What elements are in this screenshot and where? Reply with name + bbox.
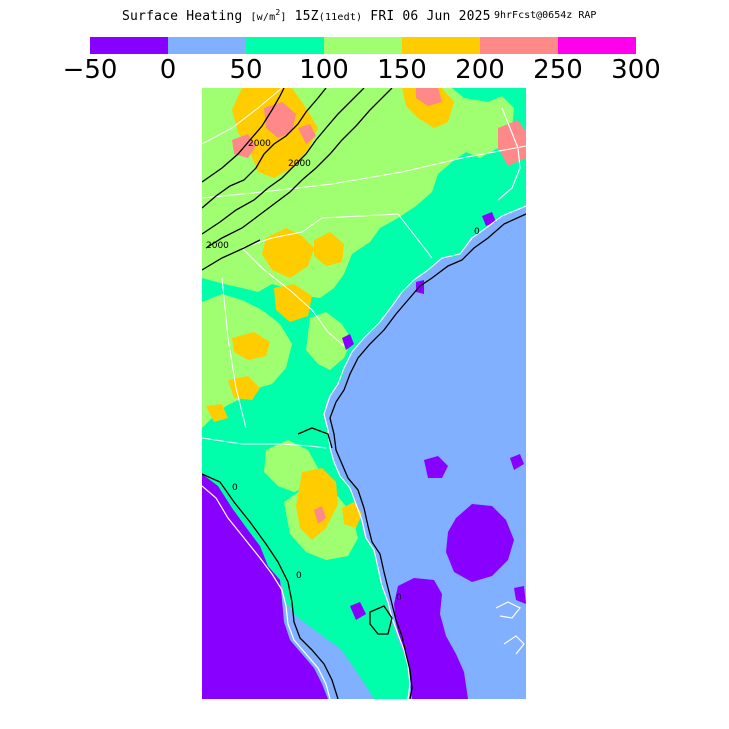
- field-unit: [w/m2]: [250, 8, 287, 23]
- contour-2000-d: [202, 88, 285, 183]
- color-scale-tick-label: 50: [229, 55, 263, 85]
- color-scale-ticks: −50 0 50 100 150 200 250 300: [0, 57, 729, 85]
- heating-zone-nw: [206, 404, 228, 422]
- contour-2000-b: [202, 88, 365, 235]
- color-scale-tick-label: 0: [159, 55, 177, 85]
- contour-label: 2000: [248, 139, 271, 149]
- cool-zone-cell-4: [342, 334, 354, 350]
- color-scale-segment: [324, 37, 402, 54]
- contour-label: 0: [296, 571, 302, 581]
- state-borders: [202, 88, 526, 449]
- heating-zone-nfl: [296, 468, 338, 540]
- bahamas-outline-2: [503, 635, 525, 655]
- cool-zone-cell-3: [350, 602, 366, 620]
- forecast-info: 9hrFcst@0654z RAP: [494, 10, 596, 21]
- valid-time: 15Z: [294, 9, 319, 24]
- heating-zone-central: [306, 312, 352, 370]
- contour-2000-c: [205, 88, 393, 249]
- surface-heating-map: 2000 2000 2000 0 0 0 0: [202, 88, 526, 699]
- heating-zone-georgia: [232, 332, 270, 360]
- color-scale-tick-label: 250: [533, 55, 583, 85]
- cool-zone-cell-7: [514, 586, 526, 604]
- color-scale-tick-label: 300: [611, 55, 661, 85]
- cool-zone-gulf: [202, 474, 328, 699]
- title-bar: Surface Heating [w/m2] 15Z(11edt) FRI 06…: [0, 8, 729, 26]
- contour-0-loop: [369, 605, 393, 635]
- color-scale-segment: [480, 37, 558, 54]
- heating-zone-fl-peak: [314, 506, 326, 524]
- contour-label-group: 2000 2000 2000 0 0 0 0: [206, 139, 480, 603]
- color-scale-tick-label: 100: [299, 55, 349, 85]
- contours: [202, 88, 526, 699]
- color-scale-segment: [402, 37, 480, 54]
- heating-zone-west: [202, 294, 292, 428]
- color-scale-tick-label: 200: [455, 55, 505, 85]
- border-al-ga: [221, 277, 247, 429]
- contour-label: 2000: [206, 241, 229, 251]
- heating-zone-ne-peak: [416, 88, 442, 106]
- cool-zone-cell-2: [510, 454, 524, 470]
- heating-zone-ne-coast: [402, 88, 454, 128]
- border-fl-ga: [202, 437, 327, 449]
- color-scale-segment: [168, 37, 246, 54]
- forecast-hour: 9hrFcst@0654z: [494, 10, 573, 21]
- bahamas-outline: [495, 601, 521, 619]
- heating-zone-nfl-east: [342, 502, 362, 528]
- heating-zone-mtn-3: [298, 124, 316, 144]
- color-scale-tick-label: −50: [62, 55, 118, 85]
- heating-zone-upstate: [262, 228, 314, 278]
- outer-banks: [497, 107, 521, 201]
- atlantic-coastline: [323, 205, 526, 699]
- cool-zone-cell-1: [424, 456, 448, 478]
- heating-zone-midlands: [274, 284, 312, 322]
- map-title: Surface Heating [w/m2] 15Z(11edt) FRI 06…: [122, 8, 491, 24]
- contour-label: 0: [232, 483, 238, 493]
- contour-0-gulf: [202, 473, 339, 699]
- contour-label: 2000: [288, 159, 311, 169]
- map-canvas: 2000 2000 2000 0 0 0 0: [202, 88, 526, 699]
- heating-neg: [202, 212, 526, 699]
- contour-label: 0: [474, 227, 480, 237]
- color-scale-bar: [90, 37, 636, 54]
- coastline: [202, 107, 526, 699]
- color-scale-segment: [558, 37, 636, 54]
- color-scale-segment: [90, 37, 168, 54]
- color-scale-segment: [246, 37, 324, 54]
- border-ga-sc: [241, 247, 345, 347]
- field-name: Surface Heating: [122, 9, 243, 24]
- model-name: RAP: [578, 10, 597, 21]
- contour-2000-e: [202, 239, 261, 271]
- cool-zone-cell-5: [416, 280, 424, 294]
- heating-zone-sw-ga: [228, 376, 260, 400]
- border-va-wv: [202, 88, 283, 145]
- cool-zone-atlantic-sw: [394, 578, 468, 699]
- gulf-coastline: [202, 485, 331, 699]
- contour-0-coast: [329, 213, 526, 699]
- heating-zone-piedmont: [314, 232, 344, 266]
- heating-zone-coast: [322, 172, 372, 214]
- contour-0-inland: [297, 427, 333, 449]
- contour-label: 0: [396, 593, 402, 603]
- contour-2000-a: [202, 88, 327, 209]
- border-va-nc: [202, 145, 526, 199]
- local-time: (11edt): [318, 12, 363, 23]
- cool-zone-atlantic-mid: [446, 504, 514, 582]
- valid-date: FRI 06 Jun 2025: [370, 9, 491, 24]
- border-nc-sc: [241, 213, 433, 259]
- color-scale-tick-label: 150: [377, 55, 427, 85]
